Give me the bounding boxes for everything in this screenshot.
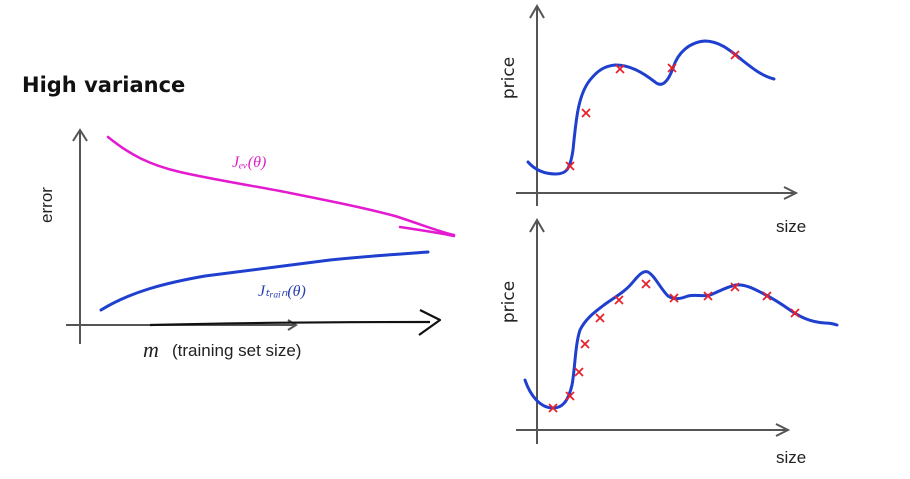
data-point-x-mark	[580, 339, 590, 349]
data-point-x-mark	[595, 313, 605, 323]
top-price-plot: price size	[499, 4, 806, 236]
bottom-y-label: price	[499, 281, 519, 323]
data-point-x-mark	[730, 50, 740, 60]
data-point-x-mark	[565, 161, 575, 171]
top-x-arrowhead	[783, 186, 799, 200]
lc-y-arrowhead	[72, 128, 88, 142]
top-y-label: price	[499, 57, 519, 99]
top-x-label: size	[776, 217, 806, 236]
lc-x-var: m	[143, 337, 159, 362]
data-point-x-mark	[667, 63, 677, 73]
learning-curve-plot: error m (training set size) Jₑᵥ(θ) Jₜᵣₐᵢ…	[37, 128, 456, 362]
bottom-y-arrowhead	[529, 218, 545, 233]
data-point-x-mark	[615, 64, 625, 74]
lc-x-label: (training set size)	[172, 341, 301, 360]
bottom-fit-curve	[523, 270, 839, 410]
bottom-data-points	[548, 279, 800, 413]
bottom-price-plot: price size	[499, 218, 839, 467]
bottom-x-arrowhead	[775, 423, 791, 437]
bottom-x-label: size	[776, 448, 806, 467]
data-point-x-mark	[790, 308, 800, 318]
data-point-x-mark	[730, 282, 740, 292]
top-data-points	[565, 50, 740, 171]
lc-x-arrowhead-handdrawn	[418, 309, 442, 336]
j-train-curve	[99, 250, 430, 312]
data-point-x-mark	[703, 291, 713, 301]
top-y-arrowhead	[529, 4, 545, 19]
data-point-x-mark	[581, 108, 591, 118]
data-point-x-mark	[614, 295, 624, 305]
j-cv-curve-tail	[398, 225, 456, 238]
data-point-x-mark	[574, 367, 584, 377]
lc-x-axis-handdrawn	[149, 320, 431, 327]
page-title: High variance	[22, 73, 185, 97]
data-point-x-mark	[762, 291, 772, 301]
lc-y-label: error	[37, 187, 56, 223]
j-cv-label: Jₑᵥ(θ)	[232, 154, 266, 171]
data-point-x-mark	[548, 403, 558, 413]
data-point-x-mark	[669, 293, 679, 303]
data-point-x-mark	[641, 279, 651, 289]
j-cv-curve	[106, 135, 456, 237]
j-train-label: Jₜᵣₐᵢₙ(θ)	[258, 283, 306, 300]
data-point-x-mark	[565, 391, 575, 401]
top-fit-curve	[526, 39, 776, 176]
